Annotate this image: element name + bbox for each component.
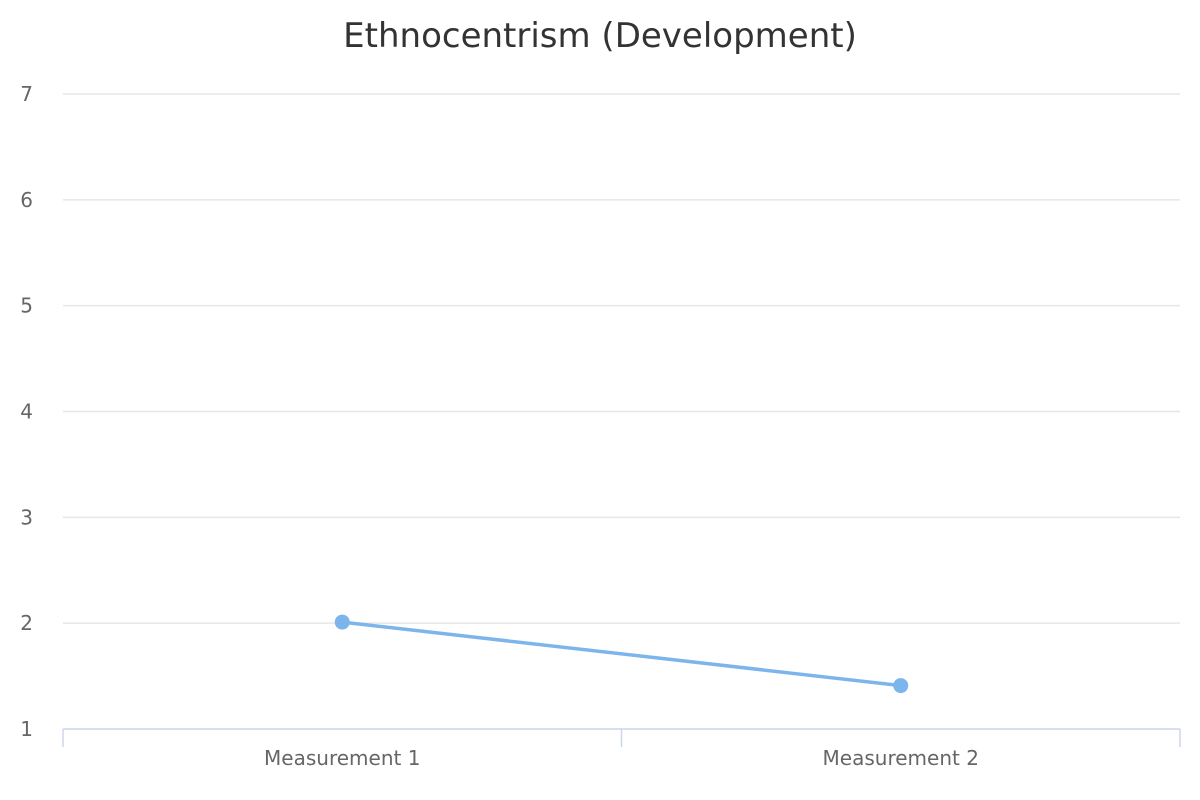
y-tick-label: 2 — [20, 611, 33, 635]
y-tick-label: 5 — [20, 294, 33, 318]
x-category-label: Measurement 2 — [823, 746, 979, 770]
grid-lines — [63, 93, 1180, 624]
chart-title: Ethnocentrism (Development) — [343, 16, 857, 56]
x-axis: Measurement 1 Measurement 2 — [62, 728, 1181, 770]
y-tick-label: 1 — [20, 717, 33, 741]
y-tick-label: 4 — [20, 400, 33, 424]
data-point[interactable] — [893, 678, 909, 694]
x-category-label: Measurement 1 — [264, 746, 420, 770]
series-layer — [334, 614, 909, 694]
y-tick-label: 6 — [20, 188, 33, 212]
data-point[interactable] — [334, 614, 350, 630]
y-axis-ticks: 1 2 3 4 5 6 7 — [20, 82, 33, 741]
y-tick-label: 7 — [20, 82, 33, 106]
series-line — [340, 620, 903, 688]
y-tick-label: 3 — [20, 505, 33, 529]
